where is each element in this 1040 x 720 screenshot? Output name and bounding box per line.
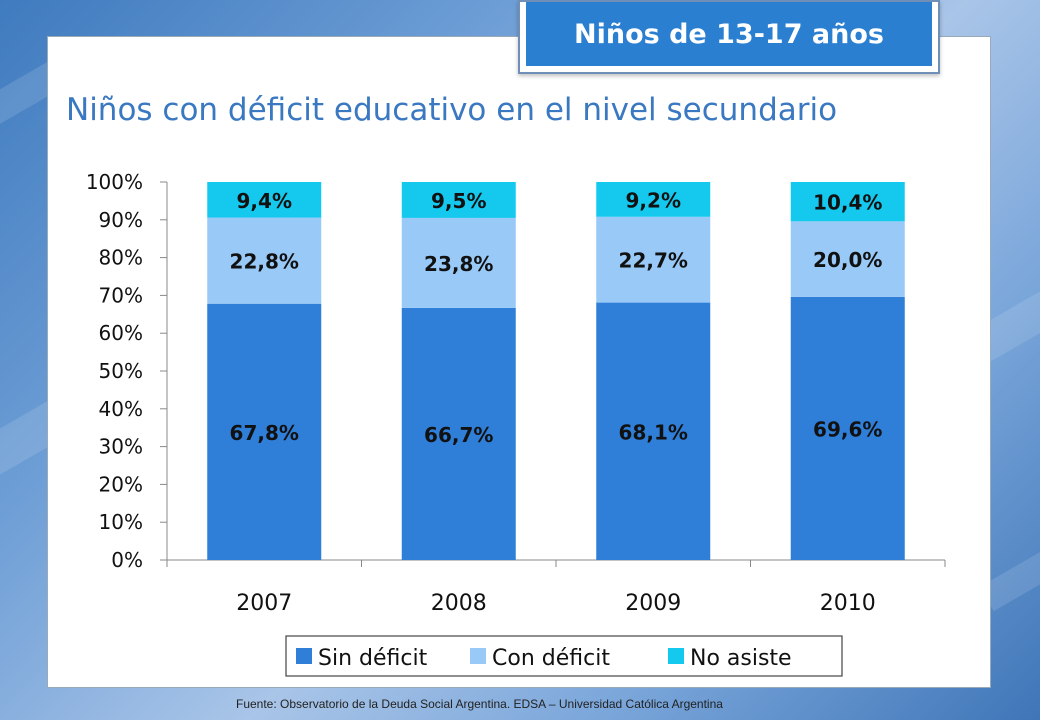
bar-segment-sin-deficit [401, 307, 516, 560]
legend-swatch [296, 648, 312, 664]
bar-segment-no-asiste [790, 182, 905, 222]
bar-segment-no-asiste [207, 182, 322, 218]
data-label: 20,0% [813, 248, 882, 272]
y-tick-label: 90% [99, 208, 143, 232]
bar-segment-sin-deficit [207, 303, 322, 560]
data-label: 23,8% [424, 252, 493, 276]
bar-segment-con-deficit [207, 217, 322, 304]
legend-swatch [470, 648, 486, 664]
legend-label: No asiste [690, 646, 792, 671]
legend-box [285, 635, 843, 677]
y-tick-label: 0% [111, 548, 143, 572]
y-tick-label: 30% [99, 435, 143, 459]
y-tick-label: 50% [99, 359, 143, 383]
data-label: 66,7% [424, 423, 493, 447]
data-label: 22,7% [619, 249, 688, 273]
y-tick-label: 60% [99, 321, 143, 345]
y-tick-label: 40% [99, 397, 143, 421]
source-footnote: Fuente: Observatorio de la Deuda Social … [236, 697, 723, 711]
data-label: 10,4% [813, 191, 882, 215]
data-label: 9,4% [237, 189, 292, 213]
x-tick-label: 2008 [431, 591, 487, 616]
chart-title: Niños con déficit educativo en el nivel … [66, 92, 838, 128]
bar-segment-sin-deficit [790, 296, 905, 560]
age-group-badge: Niños de 13-17 años [518, 0, 940, 74]
y-tick-label: 10% [99, 510, 143, 534]
data-label: 69,6% [813, 417, 882, 441]
bar-segment-sin-deficit [596, 302, 711, 560]
data-label: 22,8% [230, 250, 299, 274]
legend-label: Con déficit [492, 646, 610, 671]
x-tick-label: 2010 [820, 591, 876, 616]
y-tick-label: 20% [99, 472, 143, 496]
x-tick-label: 2009 [625, 591, 681, 616]
data-label: 67,8% [230, 421, 299, 445]
data-label: 9,5% [431, 189, 486, 213]
bar-segment-no-asiste [596, 182, 711, 217]
x-tick-label: 2007 [236, 591, 292, 616]
legend-swatch [668, 648, 684, 664]
age-group-label: Niños de 13-17 años [526, 2, 932, 66]
y-tick-label: 100% [86, 170, 143, 194]
data-label: 68,1% [619, 420, 688, 444]
legend-label: Sin déficit [318, 646, 428, 671]
bar-segment-con-deficit [401, 217, 516, 308]
y-tick-label: 80% [99, 246, 143, 270]
data-label: 9,2% [626, 188, 681, 212]
bar-segment-con-deficit [790, 221, 905, 297]
y-tick-label: 70% [99, 283, 143, 307]
bar-segment-no-asiste [401, 182, 516, 218]
bar-segment-con-deficit [596, 216, 711, 303]
